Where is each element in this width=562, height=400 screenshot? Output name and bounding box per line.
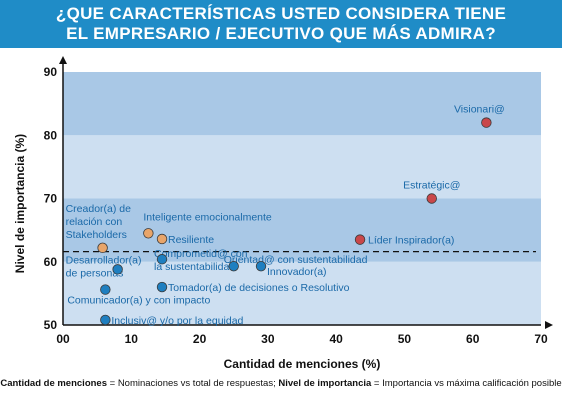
y-tick-label: 50	[44, 318, 58, 332]
y-axis-arrow	[59, 56, 67, 64]
data-point	[156, 254, 168, 265]
point-label: Tomador(a) de decisiones o Resolutivo	[168, 282, 350, 294]
plot-band-3	[63, 72, 541, 136]
data-point	[100, 284, 111, 295]
y-tick-label: 90	[44, 65, 58, 79]
data-point	[255, 260, 267, 272]
point-label: Innovador(a)	[267, 266, 327, 278]
x-tick-label: 20	[193, 332, 207, 346]
x-tick-label: 70	[534, 332, 548, 346]
x-tick-label: 40	[329, 332, 343, 346]
point-label: de personas	[66, 267, 124, 279]
point-label: Orientad@ con sustentabilidad	[224, 254, 368, 266]
point-label: Líder Inspirador(a)	[368, 235, 454, 247]
chart-title-line-1: ¿QUE CARACTERÍSTICAS USTED CONSIDERA TIE…	[55, 4, 507, 23]
point-label: Visionari@	[454, 104, 505, 116]
y-tick-label: 60	[44, 255, 58, 269]
point-label: Creador(a) de	[66, 203, 132, 215]
plot-band-2	[63, 135, 541, 199]
data-point	[112, 264, 123, 275]
data-point	[426, 193, 437, 204]
x-axis-label: Cantidad de menciones (%)	[224, 357, 381, 371]
data-point	[100, 314, 111, 326]
point-label: Desarrollador(a)	[66, 254, 142, 266]
data-point	[143, 228, 154, 239]
y-axis-label: Nivel de importancia (%)	[13, 134, 27, 273]
data-point	[156, 233, 168, 245]
point-label: Estratégic@	[403, 180, 460, 192]
data-point	[228, 260, 239, 272]
footnote-def-importance: = Importancia vs máxima calificación pos…	[371, 378, 562, 389]
point-label: Comunicador(a) y con impacto	[67, 295, 210, 307]
data-point	[97, 242, 108, 254]
scatter-chart: 00 10 20 30 40 50 60 70 50 60 70 80 90 Cantidad de me…	[13, 56, 553, 371]
point-label: Inteligente emocionalmente	[143, 211, 272, 223]
y-tick-label: 70	[44, 192, 58, 206]
point-label: relación con	[66, 216, 123, 228]
point-label: la sustentabilidad	[154, 261, 235, 273]
x-tick-label: 00	[56, 332, 70, 346]
data-point	[481, 117, 492, 128]
point-label: Resiliente	[168, 234, 214, 246]
x-axis-arrow	[545, 321, 553, 329]
x-tick-label: 50	[398, 332, 412, 346]
data-point	[156, 281, 168, 293]
x-tick-label: 10	[125, 332, 139, 346]
data-point	[354, 234, 366, 245]
chart-title-line-2: EL EMPRESARIO / EJECUTIVO QUE MÁS ADMIRA…	[66, 24, 496, 43]
footnote-def-mentions: = Nominaciones vs total de respuestas;	[107, 378, 279, 389]
x-tick-label: 60	[466, 332, 480, 346]
footnote-term-importance: Nivel de importancia	[278, 378, 372, 389]
footnote-term-mentions: Cantidad de menciones	[0, 378, 107, 389]
footnote: Cantidad de menciones = Nominaciones vs …	[0, 378, 562, 389]
point-label: Stakeholders	[66, 229, 127, 241]
plot-band-0	[63, 261, 541, 325]
plot-band-1	[63, 198, 541, 262]
x-tick-label: 30	[261, 332, 275, 346]
point-label: Comprometid@ con	[154, 248, 248, 260]
y-tick-label: 80	[44, 128, 58, 142]
title-bar: ¿QUE CARACTERÍSTICAS USTED CONSIDERA TIE…	[0, 0, 562, 48]
point-label: Inclusiv@ y/o por la equidad	[111, 315, 243, 327]
